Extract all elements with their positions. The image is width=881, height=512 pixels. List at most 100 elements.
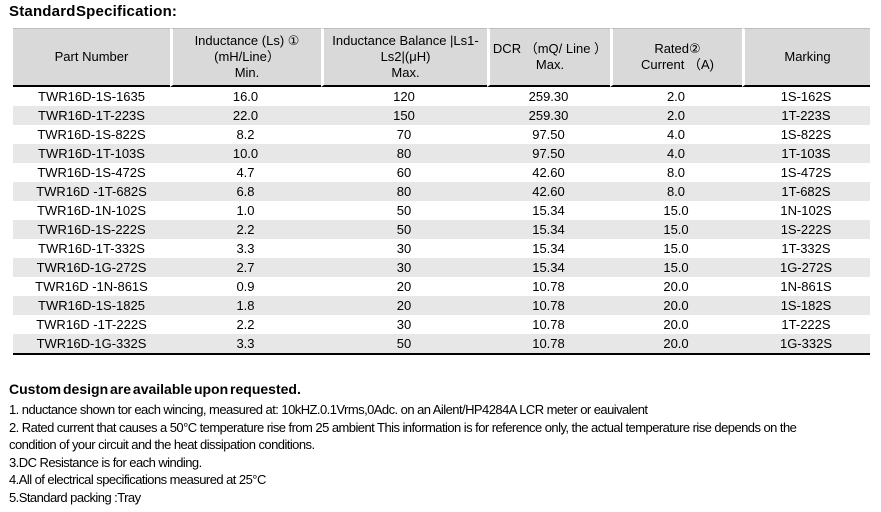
table-cell: 1S-162S	[780, 89, 832, 104]
table-cell: 42.60	[532, 165, 565, 180]
footnotes-heading: Custom design are available upon request…	[9, 381, 301, 397]
table-cell: TWR16D-1G-332S	[13, 334, 170, 353]
table-row: TWR16D-1N-102S 1.0 50 15.34 15.0 1N-102S	[13, 201, 870, 220]
table-cell: 4.7	[236, 165, 255, 180]
table-row: TWR16D-1G-272S 2.7 30 15.34 15.0 1G-272S	[13, 258, 870, 277]
table-cell: 2.2	[170, 220, 321, 239]
table-cell: TWR16D-1S-1635	[38, 89, 145, 104]
table-row: TWR16D-1T-223S 22.0 150 259.30 2.0 1T-223S	[13, 106, 870, 125]
table-cell: 2.0	[610, 106, 742, 125]
table-cell: 1S-472S	[780, 165, 832, 180]
table-cell: 15.34	[487, 258, 610, 277]
table-cell: 1N-861S	[780, 279, 832, 294]
table-cell: 1S-222S	[742, 220, 870, 239]
table-cell: TWR16D-1S-1825	[13, 296, 170, 315]
table-cell: 3.3	[170, 334, 321, 353]
table-cell: 6.8	[170, 182, 321, 201]
column-header: Marking	[742, 28, 870, 87]
footnote: 3.DC Resistance is for each winding.	[9, 454, 202, 470]
table-cell: 3.3	[236, 241, 255, 256]
table-row: TWR16D-1S-822S 8.2 70 97.50 4.0 1S-822S	[13, 125, 870, 144]
table-cell: TWR16D -1T-222S	[36, 317, 147, 332]
column-header: Inductance (Ls) ① (mH/Line） Min.	[170, 28, 321, 87]
table-cell: 20.0	[663, 317, 689, 332]
table-cell: 1.0	[236, 203, 255, 218]
table-row: TWR16D-1S-222S 2.2 50 15.34 15.0 1S-222S	[13, 220, 870, 239]
table-cell: 10.78	[487, 334, 610, 353]
table-cell: 120	[393, 89, 415, 104]
table-row: TWR16D-1S-472S 4.7 60 42.60 8.0 1S-472S	[13, 163, 870, 182]
table-cell: 1S-182S	[742, 296, 870, 315]
footnote: 4.All of electrical specifications measu…	[9, 472, 266, 487]
table-cell: 30	[396, 317, 412, 332]
table-cell: 2.7	[170, 258, 321, 277]
column-header: Rated② Current （A)	[610, 28, 742, 87]
table-cell: 1G-332S	[742, 334, 870, 353]
table-cell: 8.2	[236, 127, 255, 142]
table-row: TWR16D -1T-222S 2.2 30 10.78 20.0 1T-222S	[13, 315, 870, 334]
table-cell: 15.34	[487, 220, 610, 239]
table-cell: 15.34	[532, 203, 565, 218]
table-cell: TWR16D -1N-861S	[35, 279, 148, 294]
table-row: TWR16D -1N-861S 0.9 20 10.78 20.0 1N-861S	[13, 277, 870, 296]
table-cell: 1T-332S	[781, 241, 831, 256]
table-cell: 259.30	[487, 106, 610, 125]
table-cell: 1.8	[170, 296, 321, 315]
table-cell: 20	[321, 296, 487, 315]
table-cell: 16.0	[232, 89, 259, 104]
table-cell: TWR16D-1G-272S	[13, 258, 170, 277]
table-cell: TWR16D-1N-102S	[36, 203, 147, 218]
table-cell: 15.0	[663, 203, 689, 218]
table-cell: 50	[396, 203, 412, 218]
table-cell: 1T-223S	[742, 106, 870, 125]
table-cell: TWR16D-1T-103S	[13, 144, 170, 163]
table-cell: 8.0	[610, 182, 742, 201]
table-cell: 10.78	[532, 279, 565, 294]
table-cell: 1T-103S	[742, 144, 870, 163]
footnotes-list: 1. nductance shown tor each wincing, mea…	[9, 401, 841, 506]
table-header-row: Part Number Inductance (Ls) ① (mH/Line） Min…	[13, 28, 870, 87]
table-cell: 4.0	[610, 144, 742, 163]
table-cell: 1N-102S	[780, 203, 832, 218]
table-cell: 1S-822S	[780, 127, 832, 142]
table-cell: 15.0	[610, 220, 742, 239]
footnote: 2. Rated current that causes a 50°C temp…	[9, 419, 797, 453]
table-cell: TWR16D-1S-472S	[37, 165, 146, 180]
table-cell: 80	[321, 144, 487, 163]
table-cell: 15.0	[663, 241, 689, 256]
column-header: Inductance Balance |Ls1- Ls2|(μH) Max.	[321, 28, 487, 87]
table-cell: 15.0	[610, 258, 742, 277]
table-cell: TWR16D-1S-222S	[13, 220, 170, 239]
table-cell: 1G-272S	[742, 258, 870, 277]
table-cell: 10.0	[170, 144, 321, 163]
table-cell: 97.50	[532, 127, 565, 142]
table-cell: 50	[321, 220, 487, 239]
column-header: Part Number	[13, 28, 170, 87]
table-cell: 1T-682S	[742, 182, 870, 201]
table-cell: 80	[321, 182, 487, 201]
table-cell: 259.30	[528, 89, 569, 104]
table-row: TWR16D-1T-332S 3.3 30 15.34 15.0 1T-332S	[13, 239, 870, 258]
table-cell: 8.0	[666, 165, 686, 180]
table-cell: 2.0	[666, 89, 686, 104]
table-cell: 20.0	[663, 279, 689, 294]
table-cell: 20	[396, 279, 412, 294]
table-cell: 20.0	[610, 334, 742, 353]
table-cell: TWR16D-1S-822S	[37, 127, 146, 142]
table-cell: 15.34	[532, 241, 565, 256]
table-row: TWR16D-1S-1825 1.8 20 10.78 20.0 1S-182S	[13, 296, 870, 315]
table-cell: 50	[321, 334, 487, 353]
table-row: TWR16D-1G-332S 3.3 50 10.78 20.0 1G-332S	[13, 334, 870, 353]
specification-table: Part Number Inductance (Ls) ① (mH/Line） Min…	[13, 28, 870, 355]
table-cell: 60	[396, 165, 412, 180]
table-row: TWR16D-1S-1635 16.0 120 259.30 2.0 1S-162S	[13, 87, 870, 106]
table-header: Part Number Inductance (Ls) ① (mH/Line） Min…	[13, 28, 870, 87]
table-body: TWR16D-1S-1635 16.0 120 259.30 2.0 1S-162S TWR…	[13, 87, 870, 353]
table-cell: 10.78	[532, 317, 565, 332]
table-cell: 30	[396, 241, 412, 256]
footnote: 5.Standard packing :Tray	[9, 489, 141, 505]
table-cell: 20.0	[610, 296, 742, 315]
page-title: Standard Specification:	[9, 3, 178, 20]
table-cell: 70	[396, 127, 412, 142]
